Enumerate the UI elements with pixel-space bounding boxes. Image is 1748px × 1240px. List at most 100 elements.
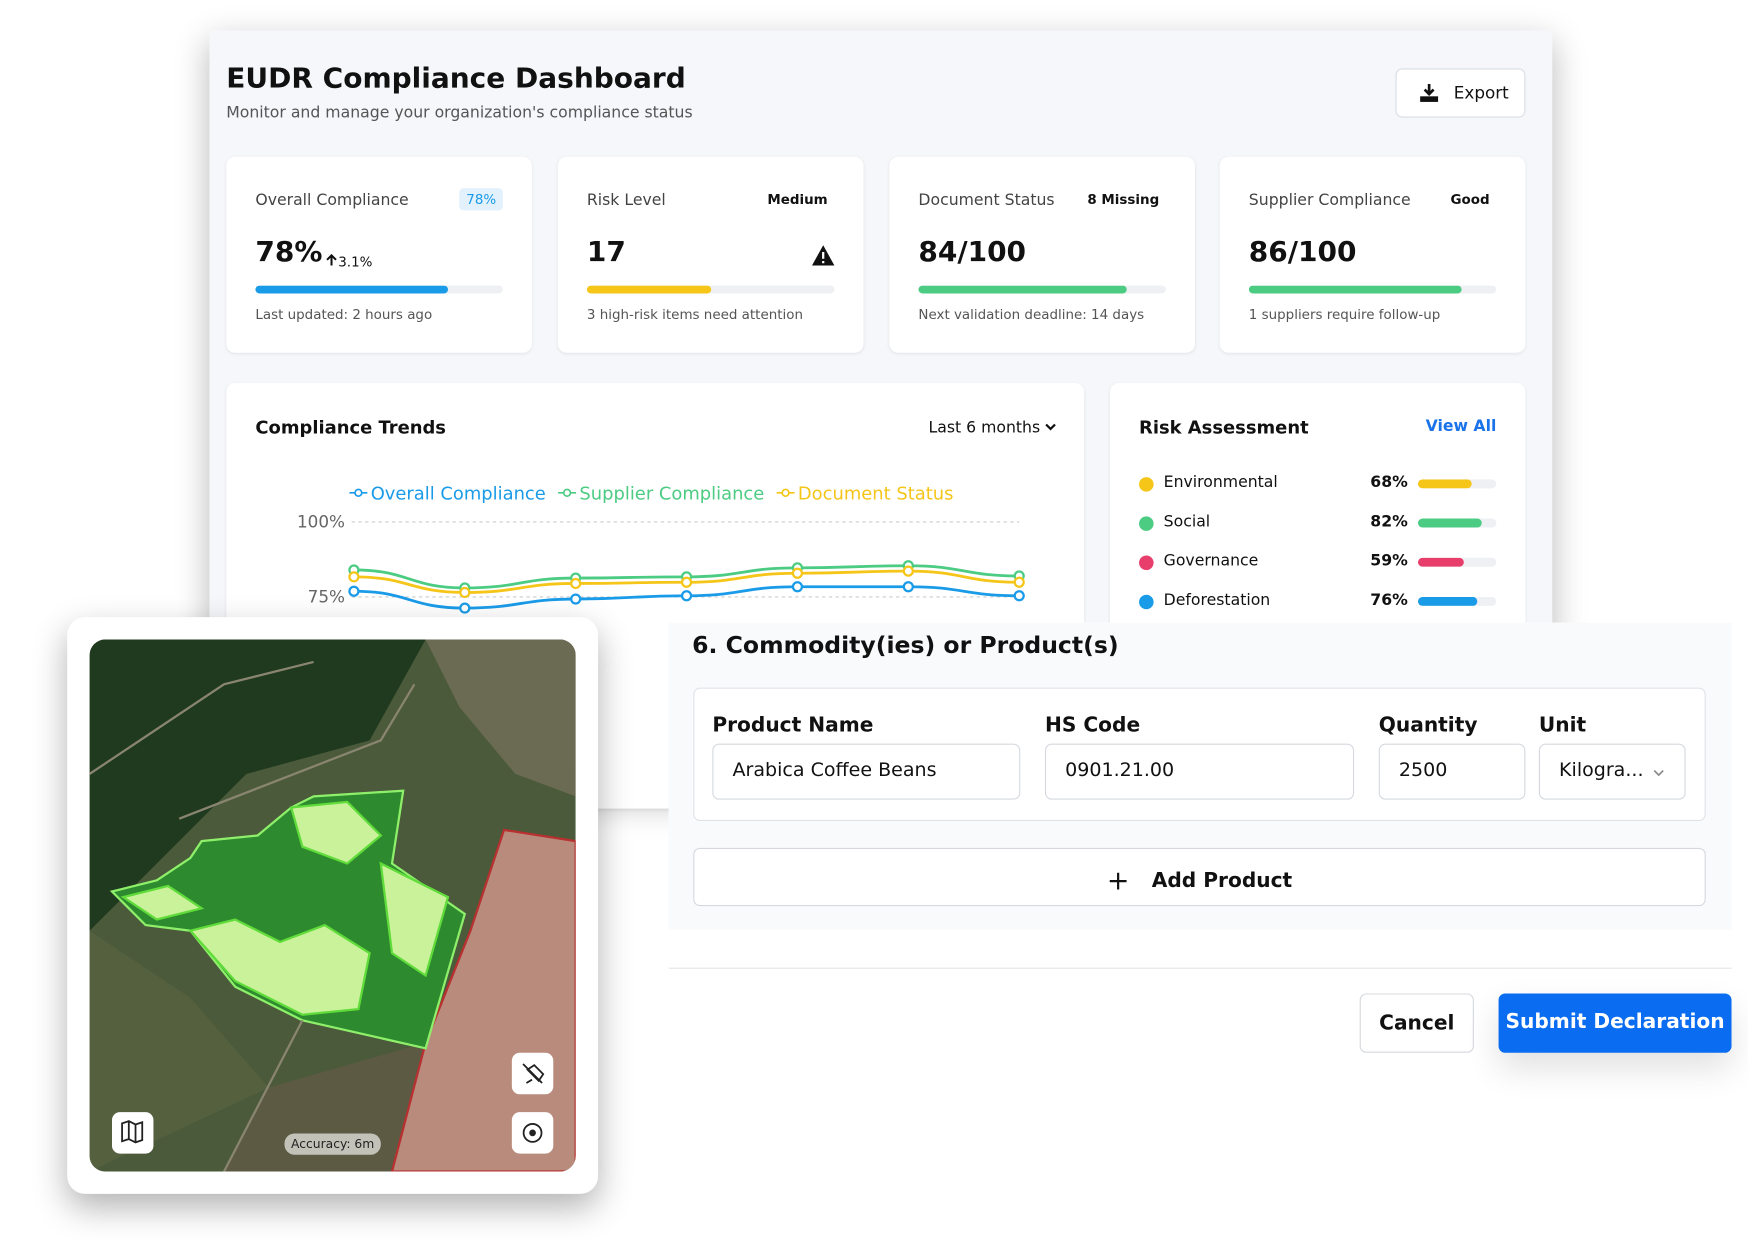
legend-item: Overall Compliance (349, 484, 546, 505)
risk-title: Risk Assessment (1139, 416, 1309, 438)
field-input[interactable]: 2500 (1378, 743, 1526, 800)
legend-item: Document Status (776, 484, 954, 505)
trends-title: Compliance Trends (255, 416, 446, 438)
risk-track (1417, 557, 1497, 567)
change-value: 3.1% (338, 254, 373, 270)
card-value: 78% (255, 235, 323, 268)
risk-bar (1417, 518, 1483, 528)
warning-icon (811, 244, 836, 271)
risk-value: 76% (1370, 591, 1408, 610)
data-point (570, 593, 582, 605)
risk-value: 82% (1370, 512, 1408, 531)
stat-card: Supplier Compliance Good 86/100 1 suppliers… (1219, 156, 1526, 353)
progress-fill (586, 285, 711, 294)
progress-fill (918, 285, 1127, 294)
divider (668, 967, 1732, 969)
data-point (791, 581, 804, 593)
view-all-link[interactable]: View All (1425, 417, 1497, 436)
submit-button[interactable]: Submit Declaration (1498, 993, 1732, 1053)
risk-bar (1417, 596, 1478, 606)
range-label: Last 6 months (928, 418, 1041, 437)
card-note: 1 suppliers require follow-up (1248, 306, 1441, 323)
legend-item: Supplier Compliance (558, 484, 764, 505)
export-button[interactable]: Export (1395, 68, 1526, 118)
satellite-map (89, 639, 576, 1172)
data-point (680, 576, 693, 588)
risk-dot (1139, 516, 1154, 531)
field-value: Arabica Coffee Beans (732, 759, 937, 782)
stat-card: Risk Level Medium 17 3 high-risk items need… (557, 156, 864, 353)
risk-name: Governance (1163, 552, 1259, 571)
plus-icon: + (1106, 864, 1130, 896)
legend-label: Document Status (798, 484, 954, 505)
add-label: Add Product (1151, 869, 1293, 893)
risk-dot (1139, 594, 1154, 610)
title: EUDR Compliance Dashboard (226, 61, 686, 95)
field-label: Quantity (1378, 713, 1478, 737)
risk-track (1417, 479, 1497, 489)
card-badge: 8 Missing (1087, 191, 1160, 208)
add-product-button[interactable]: + Add Product (693, 847, 1706, 907)
risk-value: 59% (1370, 552, 1408, 571)
risk-track (1417, 596, 1497, 606)
risk-bar (1417, 479, 1472, 489)
chevron (1045, 423, 1057, 431)
legend-label: Overall Compliance (371, 484, 546, 505)
field-label: Product Name (712, 713, 874, 737)
risk-dot (1139, 555, 1154, 571)
line-chart: 100% 75% Overall Compliance Supplier Compli… (297, 484, 1025, 614)
cancel-button[interactable]: Cancel (1359, 993, 1474, 1053)
data-point (1013, 590, 1025, 602)
progress-track (255, 285, 503, 294)
card-label: Risk Level (586, 191, 666, 210)
field-label: Unit (1538, 713, 1587, 737)
field-input[interactable]: Kilogra... (1538, 743, 1686, 800)
card-value: 84/100 (918, 235, 1027, 268)
arrow-up (326, 253, 337, 266)
range-select[interactable]: Last 6 months (928, 418, 1057, 437)
y-tick-label: 100% (297, 512, 345, 532)
legend-marker (354, 488, 363, 498)
subtitle: Monitor and manage your organization's c… (226, 104, 693, 123)
data-point (902, 581, 914, 593)
progress-fill (255, 285, 449, 294)
card-label: Document Status (918, 191, 1055, 210)
data-point (348, 585, 360, 597)
accuracy-label: Accuracy: 6m (291, 1136, 375, 1152)
data-point (570, 577, 582, 590)
y-tick-label: 75% (308, 587, 345, 607)
select-arrow (1653, 769, 1664, 777)
data-point (348, 571, 360, 583)
legend-marker (781, 488, 790, 498)
card-value: 17 (586, 235, 626, 268)
stat-card: Document Status 8 Missing 84/100 Next valid… (889, 156, 1196, 353)
data-point (459, 602, 471, 614)
card-label: Supplier Compliance (1248, 191, 1411, 210)
card-note: Last updated: 2 hours ago (255, 306, 433, 323)
warning (812, 245, 835, 266)
legend-marker (562, 488, 572, 498)
risk-bar (1417, 557, 1465, 567)
section-title: 6. Commodity(ies) or Product(s) (692, 631, 1119, 659)
risk-name: Social (1163, 512, 1211, 531)
field-label: HS Code (1044, 713, 1141, 737)
progress-track (918, 285, 1166, 294)
data-point (902, 565, 914, 577)
download-icon (1420, 83, 1439, 102)
data-point (680, 590, 693, 602)
card-note: Next validation deadline: 14 days (918, 306, 1145, 323)
field-value: 2500 (1398, 759, 1448, 782)
export-label: Export (1453, 82, 1509, 104)
map-card: Accuracy: 6m (67, 617, 599, 1194)
legend-label: Supplier Compliance (579, 484, 764, 505)
data-point (791, 567, 804, 579)
risk-name: Environmental (1163, 473, 1278, 492)
card-value: 86/100 (1248, 235, 1357, 268)
field-input[interactable]: Arabica Coffee Beans (712, 743, 1021, 800)
card-badge: Good (1450, 191, 1490, 208)
field-input[interactable]: 0901.21.00 (1044, 743, 1355, 800)
risk-dot (1139, 477, 1154, 492)
